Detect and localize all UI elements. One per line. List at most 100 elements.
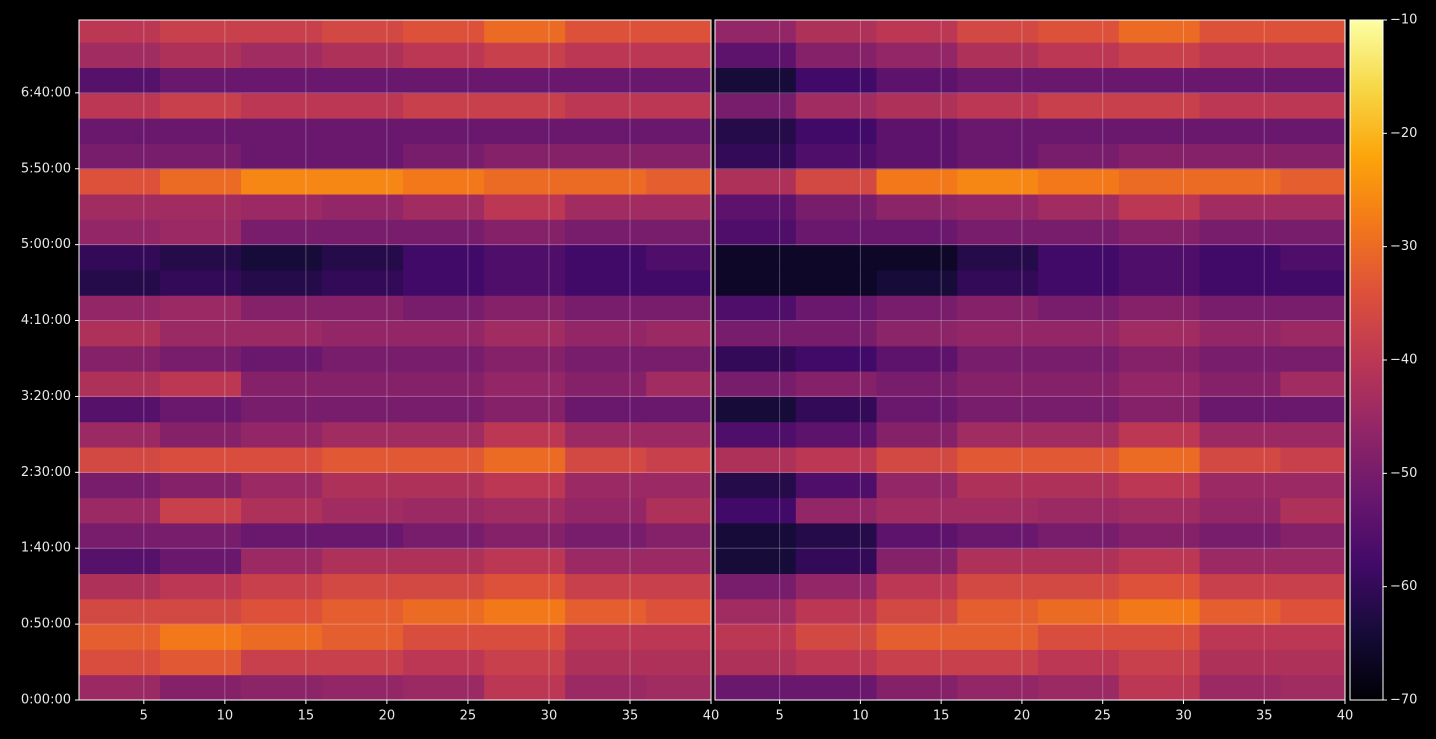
heat-cell <box>241 371 323 397</box>
heat-cell <box>715 497 797 524</box>
heat-cell <box>1038 345 1120 372</box>
heat-cell <box>1118 244 1201 271</box>
heat-cell <box>1199 92 1281 119</box>
heat-cell <box>876 168 958 195</box>
heat-cell <box>1118 168 1201 195</box>
heat-cell <box>79 244 161 271</box>
heat-cell <box>160 649 242 676</box>
heat-cell <box>715 143 797 170</box>
heat-cell <box>79 472 161 499</box>
heat-cell <box>1118 624 1201 650</box>
heat-cell <box>160 269 242 296</box>
heat-cell <box>1280 194 1346 220</box>
heat-cell <box>160 396 242 423</box>
heat-cell <box>241 269 323 296</box>
heat-cell <box>1199 548 1281 575</box>
heat-cell <box>646 421 712 448</box>
heat-cell <box>1280 118 1346 144</box>
heat-cell <box>1280 548 1346 575</box>
heat-cell <box>241 42 323 69</box>
heat-cell <box>1280 472 1346 499</box>
heat-cell <box>484 219 566 246</box>
heat-cell <box>1199 497 1281 524</box>
heat-cell <box>322 118 404 144</box>
heat-cell <box>1118 421 1201 448</box>
heat-cell <box>876 649 958 676</box>
heat-cell <box>322 573 404 600</box>
x-tick-label: 10 <box>217 709 234 724</box>
heat-cell <box>403 522 485 549</box>
heat-cell <box>322 345 404 372</box>
heat-cell <box>1199 67 1281 94</box>
heat-cell <box>1199 244 1281 271</box>
heat-cell <box>241 624 323 650</box>
heat-cell <box>795 649 878 676</box>
heat-cell <box>322 447 404 473</box>
heat-cell <box>79 674 161 701</box>
heat-cell <box>1199 421 1281 448</box>
heat-cell <box>876 143 958 170</box>
heat-cell <box>241 497 323 524</box>
y-tick-label: 1:40:00 <box>21 541 71 556</box>
heat-cell <box>1199 269 1281 296</box>
x-tick-label: 25 <box>1094 709 1111 724</box>
heat-cell <box>646 168 712 195</box>
heat-cell <box>484 143 566 170</box>
heat-cell <box>1038 20 1120 43</box>
heat-cell <box>1118 396 1201 423</box>
x-tick-label: 25 <box>460 709 477 724</box>
heat-cell <box>957 548 1039 575</box>
heat-cell <box>795 168 878 195</box>
heat-cell <box>795 320 878 347</box>
heat-cell <box>646 269 712 296</box>
colorbar-tick-label: −50 <box>1390 466 1417 481</box>
heat-cell <box>1199 143 1281 170</box>
heat-cell <box>1038 244 1120 271</box>
x-tick-label: 5 <box>775 709 783 724</box>
heat-cell <box>403 624 485 650</box>
heat-cell <box>1118 548 1201 575</box>
heat-cell <box>1038 573 1120 600</box>
heat-cell <box>1280 295 1346 322</box>
heat-cell <box>241 295 323 322</box>
heat-cell <box>876 219 958 246</box>
heat-cell <box>322 219 404 246</box>
heat-cell <box>160 345 242 372</box>
x-tick-label: 35 <box>622 709 639 724</box>
x-tick-label: 20 <box>1014 709 1031 724</box>
heat-cell <box>957 649 1039 676</box>
heat-cell <box>565 320 647 347</box>
heat-cell <box>1118 67 1201 94</box>
heat-cell <box>322 295 404 322</box>
heat-cell <box>795 194 878 220</box>
heat-cell <box>322 269 404 296</box>
heat-cell <box>795 345 878 372</box>
heat-cell <box>715 269 797 296</box>
heat-cell <box>1118 269 1201 296</box>
y-tick-label: 0:00:00 <box>21 693 71 708</box>
heat-cell <box>957 168 1039 195</box>
heat-cell <box>1280 522 1346 549</box>
heat-cell <box>1280 371 1346 397</box>
heat-cell <box>1280 168 1346 195</box>
heat-cell <box>715 649 797 676</box>
heat-cell <box>1280 447 1346 473</box>
y-tick-label: 3:20:00 <box>21 389 71 404</box>
heat-cell <box>876 472 958 499</box>
heat-cell <box>484 295 566 322</box>
heat-cell <box>1118 92 1201 119</box>
colorbar-tick-label: −40 <box>1390 353 1417 368</box>
heat-cell <box>160 371 242 397</box>
heat-cell <box>646 548 712 575</box>
heat-cell <box>646 295 712 322</box>
heat-cell <box>79 295 161 322</box>
heat-cell <box>957 573 1039 600</box>
heat-cell <box>1118 320 1201 347</box>
y-tick-label: 2:30:00 <box>21 465 71 480</box>
heat-cell <box>957 345 1039 372</box>
heat-cell <box>403 118 485 144</box>
heat-cell <box>1280 396 1346 423</box>
heat-cell <box>565 345 647 372</box>
heat-cell <box>957 92 1039 119</box>
